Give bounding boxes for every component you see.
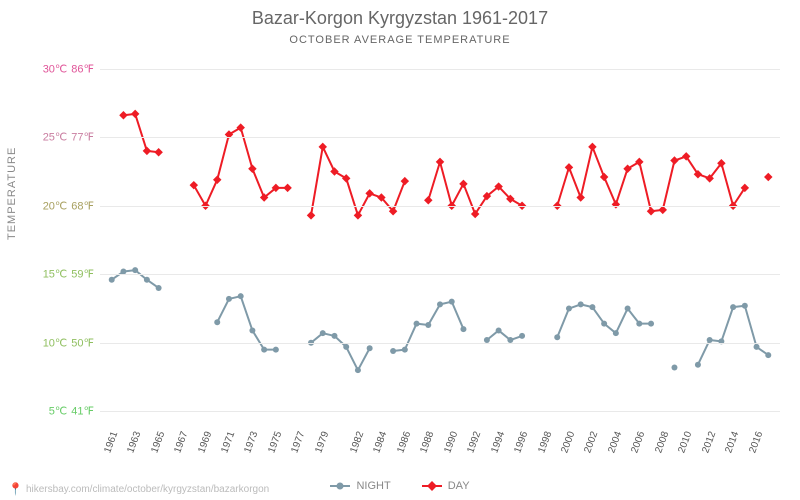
gridline <box>100 206 780 207</box>
source-url: hikersbay.com/climate/october/kyrgyzstan… <box>26 484 269 495</box>
gridline <box>100 343 780 344</box>
y-tick-label: 25℃77℉ <box>0 131 94 144</box>
chart-subtitle: OCTOBER AVERAGE TEMPERATURE <box>0 34 800 46</box>
chart-title: Bazar-Korgon Kyrgyzstan 1961-2017 <box>0 8 800 29</box>
y-axis-label: TEMPERATURE <box>6 147 18 240</box>
legend-label-night: NIGHT <box>356 480 390 492</box>
gridline <box>100 274 780 275</box>
plot-area: 5℃41℉10℃50℉15℃59℉20℃68℉25℃77℉30℃86℉19611… <box>100 55 780 425</box>
y-tick-label: 30℃86℉ <box>0 62 94 75</box>
gridline <box>100 69 780 70</box>
legend-marker-night <box>330 481 350 491</box>
y-tick-label: 10℃50℉ <box>0 336 94 349</box>
source-footer: 📍 hikersbay.com/climate/october/kyrgyzst… <box>8 482 269 496</box>
legend-item-night: NIGHT <box>330 480 390 492</box>
legend-label-day: DAY <box>448 480 470 492</box>
pin-icon: 📍 <box>8 482 23 496</box>
gridline <box>100 137 780 138</box>
legend-marker-day <box>422 481 442 491</box>
y-tick-label: 5℃41℉ <box>0 405 94 418</box>
y-tick-label: 15℃59℉ <box>0 268 94 281</box>
temperature-chart: Bazar-Korgon Kyrgyzstan 1961-2017 OCTOBE… <box>0 0 800 500</box>
legend-item-day: DAY <box>422 480 470 492</box>
y-tick-label: 20℃68℉ <box>0 199 94 212</box>
chart-svg <box>100 55 780 425</box>
